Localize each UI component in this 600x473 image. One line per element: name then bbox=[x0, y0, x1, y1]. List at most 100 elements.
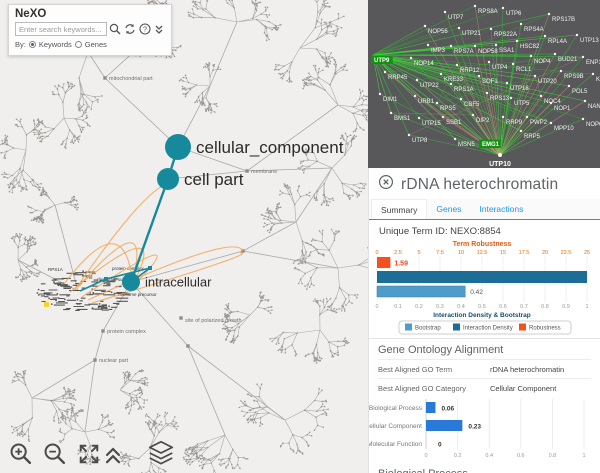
zoom-in-button[interactable] bbox=[8, 441, 34, 470]
gene-node[interactable]: DIM1 bbox=[378, 92, 398, 103]
collapse-panel-icon[interactable] bbox=[153, 22, 167, 36]
gene-node[interactable]: RPS8A bbox=[473, 4, 498, 15]
gene-node[interactable]: RCL1 bbox=[511, 62, 532, 73]
gene-node[interactable]: UTP22 bbox=[415, 78, 440, 89]
gene-node[interactable]: MPP10 bbox=[549, 121, 575, 132]
gene-node[interactable]: BUD21 bbox=[553, 52, 578, 63]
svg-text:1: 1 bbox=[585, 304, 588, 310]
gene-node[interactable]: IMP3 bbox=[426, 43, 446, 54]
gene-node[interactable]: UTP9 bbox=[371, 55, 393, 65]
gene-node[interactable]: HSC82 bbox=[515, 39, 540, 50]
tab-summary[interactable]: Summary bbox=[371, 199, 428, 219]
gene-node[interactable]: URB1 bbox=[413, 94, 435, 105]
gene-node[interactable]: RPS17B bbox=[547, 12, 575, 23]
svg-text:Bootstrap: Bootstrap bbox=[415, 326, 441, 332]
divider bbox=[369, 338, 600, 339]
gene-node[interactable]: RRP9 bbox=[501, 115, 523, 126]
close-icon[interactable] bbox=[378, 174, 394, 195]
radio-keywords-label: Keywords bbox=[38, 40, 72, 49]
gene-node[interactable]: RPS22A bbox=[489, 27, 517, 38]
svg-text:MSN5: MSN5 bbox=[458, 142, 475, 148]
gene-node[interactable]: RPL4A bbox=[543, 34, 567, 45]
gene-node[interactable]: UTP13 bbox=[575, 33, 600, 44]
tab-interactions[interactable]: Interactions bbox=[479, 204, 524, 214]
gene-node[interactable]: POL5 bbox=[567, 84, 588, 95]
gene-node[interactable]: NOP4 bbox=[529, 54, 551, 65]
svg-text:RPS9B: RPS9B bbox=[564, 74, 584, 80]
gene-node[interactable]: RPS9B bbox=[559, 69, 584, 80]
tab-genes[interactable]: Genes bbox=[436, 204, 462, 214]
ontology-graph-canvas[interactable]: RPS1A protein complex ribosomal subunit rib… bbox=[0, 0, 368, 473]
svg-text:0.23: 0.23 bbox=[468, 424, 481, 431]
gene-node[interactable]: NOP6 bbox=[581, 117, 600, 128]
gene-node[interactable]: RRP45 bbox=[383, 70, 408, 81]
gene-node[interactable]: EMG1 bbox=[479, 139, 501, 149]
help-icon[interactable]: ? bbox=[138, 22, 152, 36]
svg-text:UTP6: UTP6 bbox=[506, 11, 522, 17]
gene-node[interactable]: NOC4 bbox=[539, 94, 562, 105]
ontology-node[interactable]: intracellular bbox=[122, 273, 212, 291]
gene-node[interactable]: RRP12 bbox=[455, 63, 480, 74]
gene-node[interactable]: RPS5 bbox=[435, 101, 457, 112]
gene-node[interactable]: SSB1 bbox=[441, 115, 462, 126]
gene-node[interactable]: RPS4A bbox=[519, 22, 544, 33]
radio-genes[interactable] bbox=[74, 41, 82, 48]
svg-text:0.42: 0.42 bbox=[470, 289, 483, 296]
gene-node[interactable]: ENP1 bbox=[581, 55, 600, 66]
gene-node[interactable]: UTP8 bbox=[407, 133, 428, 144]
gene-node[interactable]: UTP7 bbox=[443, 10, 464, 21]
gene-node[interactable]: MSN5 bbox=[453, 137, 476, 148]
svg-text:RPS5: RPS5 bbox=[440, 106, 456, 112]
svg-text:SSA1: SSA1 bbox=[499, 48, 515, 54]
collapse-chevrons-button[interactable] bbox=[102, 443, 124, 470]
gene-node[interactable]: NOP58 bbox=[473, 44, 499, 55]
svg-text:RPS7A: RPS7A bbox=[454, 49, 474, 55]
gene-node[interactable]: UTP15 bbox=[417, 116, 442, 127]
radio-keywords[interactable] bbox=[28, 41, 36, 48]
gene-node[interactable]: UTP21 bbox=[457, 26, 482, 37]
svg-text:BMS1: BMS1 bbox=[394, 116, 411, 122]
svg-text:2.5: 2.5 bbox=[394, 250, 402, 256]
gene-node[interactable]: NOP14 bbox=[409, 56, 435, 67]
svg-text:Interaction Density: Interaction Density bbox=[463, 326, 513, 332]
svg-text:UTP15: UTP15 bbox=[422, 121, 441, 127]
gene-node[interactable]: BMS1 bbox=[389, 111, 411, 122]
fit-to-screen-button[interactable] bbox=[76, 441, 102, 470]
zoom-out-button[interactable] bbox=[42, 441, 68, 470]
gene-node[interactable]: NAN1 bbox=[583, 99, 600, 110]
refresh-icon[interactable] bbox=[123, 22, 137, 36]
gene-node[interactable]: KRR1 bbox=[591, 72, 600, 83]
gene-node[interactable]: NOP56 bbox=[423, 24, 449, 35]
gene-node[interactable]: KRE33 bbox=[439, 72, 464, 83]
svg-text:RPS22A: RPS22A bbox=[494, 32, 517, 38]
gene-node[interactable]: RPS7A bbox=[449, 44, 474, 55]
gene-node[interactable]: UTP6 bbox=[501, 6, 522, 17]
search-icon[interactable] bbox=[108, 22, 122, 36]
term-title: rDNA heterochromatin bbox=[401, 175, 559, 193]
interaction-network-panel[interactable]: UTP9 UTP7 RPS8A UTP6 RPS17B NOP56 UTP21 RPS22A R… bbox=[368, 0, 600, 169]
svg-text:Cellular Component: Cellular Component bbox=[369, 423, 422, 430]
gene-node[interactable]: UTP5 bbox=[509, 96, 530, 107]
gene-node[interactable]: UTP18 bbox=[505, 81, 530, 92]
gene-node[interactable]: RPS13 bbox=[485, 91, 510, 102]
layers-button[interactable] bbox=[146, 439, 176, 470]
svg-text:protein complex: protein complex bbox=[107, 329, 146, 335]
ontology-node[interactable]: cellular_component bbox=[165, 134, 344, 160]
svg-text:RPS1A: RPS1A bbox=[48, 267, 63, 272]
ontology-node[interactable]: cell part bbox=[157, 168, 244, 190]
gene-node[interactable]: SSA1 bbox=[494, 43, 515, 54]
search-input[interactable] bbox=[15, 22, 107, 36]
svg-text:0.8: 0.8 bbox=[541, 304, 549, 310]
gene-node[interactable]: CBF5 bbox=[459, 97, 480, 108]
gene-node[interactable]: RPS1A bbox=[449, 82, 474, 93]
svg-text:1: 1 bbox=[582, 453, 585, 459]
gene-node[interactable]: RRP5 bbox=[519, 129, 541, 140]
gene-node[interactable]: DIP2 bbox=[471, 113, 490, 124]
svg-text:0.2: 0.2 bbox=[415, 304, 423, 310]
svg-text:PWP2: PWP2 bbox=[530, 120, 548, 126]
gene-node[interactable]: NOP1 bbox=[549, 101, 571, 112]
gene-node[interactable]: UTP20 bbox=[533, 74, 558, 85]
gene-node[interactable]: UTP4 bbox=[487, 60, 508, 71]
gene-node[interactable]: PWP2 bbox=[525, 115, 548, 126]
gene-node[interactable]: SOF1 bbox=[477, 74, 499, 85]
